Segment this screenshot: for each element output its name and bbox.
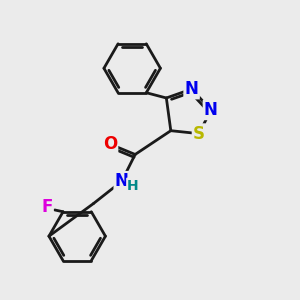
Text: S: S <box>193 125 205 143</box>
Text: O: O <box>103 135 117 153</box>
Text: N: N <box>185 80 199 98</box>
Text: H: H <box>127 179 139 193</box>
Text: N: N <box>115 172 129 190</box>
Text: F: F <box>41 198 52 216</box>
Text: N: N <box>204 101 218 119</box>
